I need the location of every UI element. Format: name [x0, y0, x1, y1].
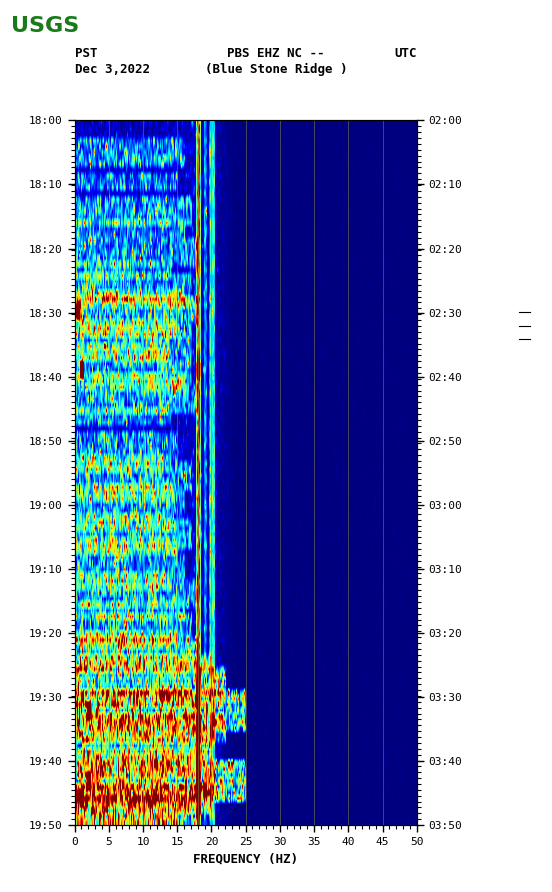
Text: PBS EHZ NC --: PBS EHZ NC --	[227, 47, 325, 60]
X-axis label: FREQUENCY (HZ): FREQUENCY (HZ)	[193, 853, 298, 865]
Text: USGS: USGS	[11, 16, 79, 36]
Text: UTC: UTC	[394, 47, 417, 60]
Text: PST: PST	[75, 47, 97, 60]
Text: Dec 3,2022: Dec 3,2022	[75, 63, 150, 76]
Text: (Blue Stone Ridge ): (Blue Stone Ridge )	[205, 63, 347, 76]
